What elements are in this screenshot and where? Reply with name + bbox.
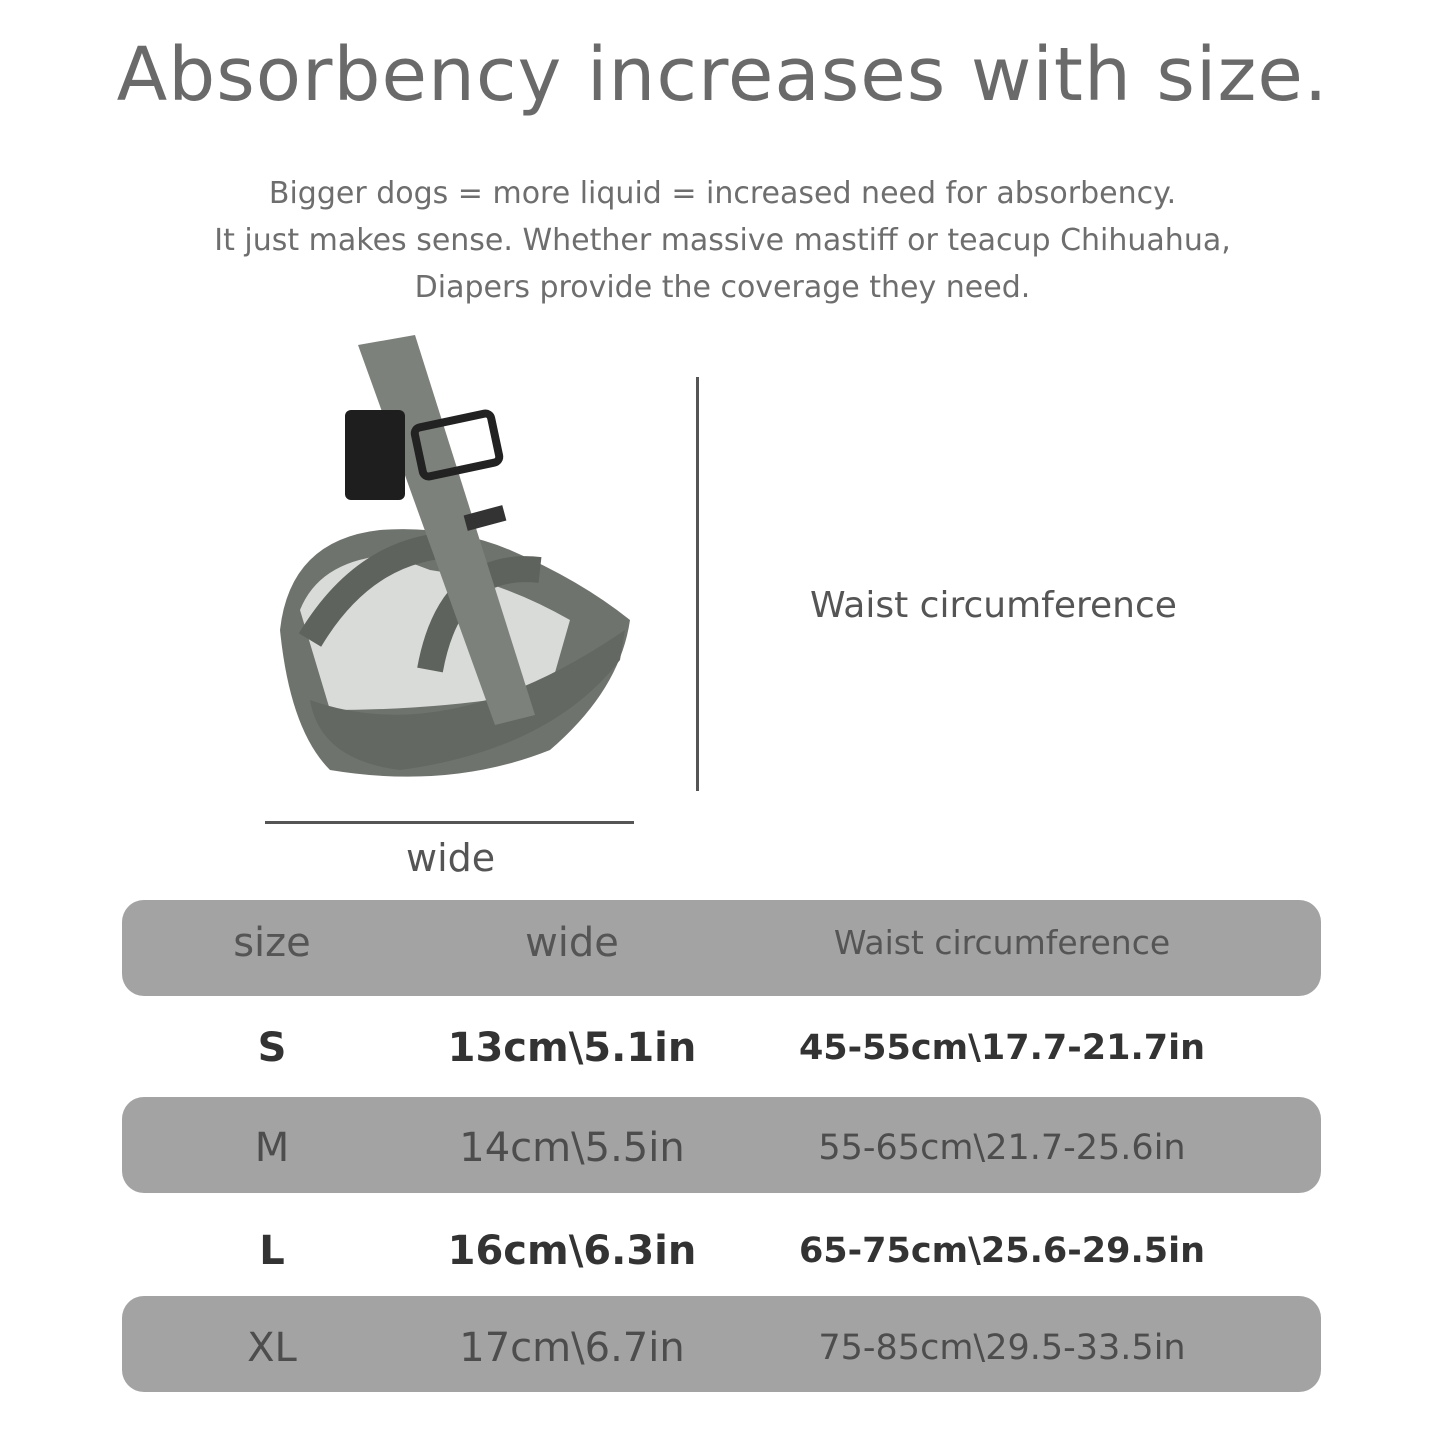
- cell-wide: 14cm\5.5in: [459, 1125, 685, 1171]
- table-row: XL 17cm\6.7in 75-85cm\29.5-33.5in: [122, 1300, 1321, 1396]
- header-waist: Waist circumference: [833, 923, 1171, 962]
- header-wide: wide: [525, 920, 619, 966]
- table-row-band-m: [122, 1097, 1321, 1193]
- subtitle-line-1: Bigger dogs = more liquid = increased ne…: [268, 176, 1177, 211]
- cell-waist: 45-55cm\17.7-21.7in: [798, 1028, 1206, 1068]
- header-size: size: [233, 920, 311, 966]
- cell-wide: 13cm\5.1in: [447, 1025, 697, 1071]
- width-dimension-line: [265, 821, 634, 824]
- cell-wide: 16cm\6.3in: [447, 1228, 697, 1274]
- cell-size: S: [257, 1025, 287, 1071]
- product-image-diaper: [280, 335, 630, 777]
- table-row: M 14cm\5.5in 55-65cm\21.7-25.6in: [122, 1100, 1321, 1196]
- cell-waist: 75-85cm\29.5-33.5in: [818, 1328, 1186, 1368]
- height-dimension-line: [696, 377, 699, 791]
- cell-waist: 55-65cm\21.7-25.6in: [818, 1128, 1186, 1168]
- page-title: Absorbency increases with size.: [116, 32, 1329, 118]
- cell-waist: 65-75cm\25.6-29.5in: [798, 1231, 1206, 1271]
- cell-wide: 17cm\6.7in: [459, 1325, 685, 1371]
- table-row: L 16cm\6.3in 65-75cm\25.6-29.5in: [122, 1203, 1321, 1299]
- wide-label: wide: [406, 836, 496, 880]
- subtitle-line-3: Diapers provide the coverage they need.: [414, 270, 1031, 305]
- cell-size: L: [259, 1228, 285, 1274]
- table-row-band-xl: [122, 1296, 1321, 1392]
- subtitle-line-2: It just makes sense. Whether massive mas…: [214, 223, 1231, 258]
- cell-size: M: [254, 1125, 290, 1171]
- table-row: S 13cm\5.1in 45-55cm\17.7-21.7in: [122, 1000, 1321, 1096]
- table-header-band: [122, 900, 1321, 996]
- cell-size: XL: [247, 1325, 297, 1371]
- table-header: size wide Waist circumference: [122, 895, 1321, 991]
- waist-label: Waist circumference: [810, 585, 1177, 626]
